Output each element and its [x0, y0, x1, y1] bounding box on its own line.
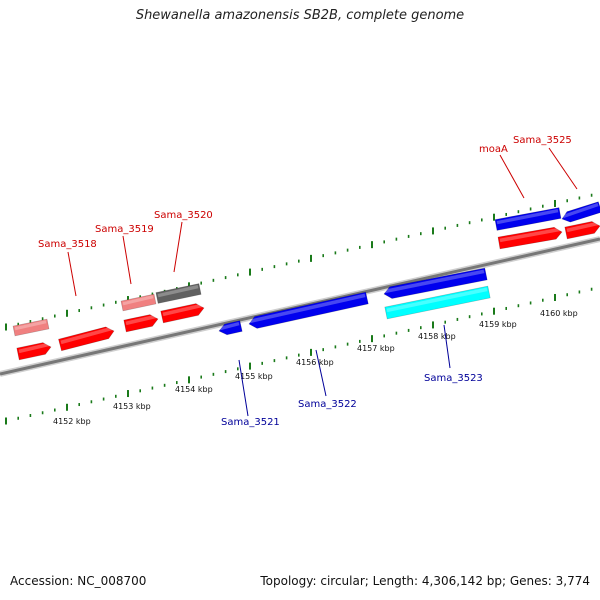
rev-gene-highlight [562, 203, 599, 219]
rev-gene-block [218, 320, 243, 336]
fwd-other-highlight [157, 285, 199, 298]
lower-tick-track [5, 287, 593, 425]
rev-gene-block [494, 207, 562, 231]
gene-label-sama-3525: Sama_3525 [513, 135, 572, 146]
backbone [0, 236, 600, 377]
fwd-gene-highlight [18, 342, 50, 354]
rev-gene-highlight [219, 322, 240, 331]
rev-gene-block [248, 291, 369, 329]
rev-gene-highlight [496, 209, 559, 225]
gene-labels: Sama_3518 Sama_3519 Sama_3520 moaA Sama_… [38, 135, 572, 428]
kbp-label: 4156 kbp [296, 358, 334, 367]
accession-text: Accession: NC_008700 [10, 574, 147, 588]
fwd-other-block [155, 283, 202, 304]
fwd-pseudo-highlight [122, 295, 154, 306]
rev-other-block [384, 285, 491, 320]
gene-label-sama-3518: Sama_3518 [38, 239, 97, 250]
genome-summary-text: Topology: circular; Length: 4,306,142 bp… [260, 574, 590, 588]
gene-label-sama-3523: Sama_3523 [424, 373, 483, 384]
kbp-label: 4153 kbp [113, 402, 151, 411]
kbp-labels: 4152 kbp 4153 kbp 4154 kbp 4155 kbp 4156… [53, 309, 578, 426]
gene-label-moaa: moaA [479, 144, 508, 155]
fwd-gene-block [16, 342, 52, 361]
fwd-gene-block [160, 303, 205, 324]
diagram-title: Shewanella amazonensis SB2B, complete ge… [135, 8, 465, 23]
fwd-gene-block [123, 314, 159, 333]
fwd-gene-block [497, 226, 563, 250]
fwd-gene-highlight [60, 326, 113, 345]
kbp-label: 4154 kbp [175, 385, 213, 394]
gene-label-sama-3522: Sama_3522 [298, 399, 357, 410]
fwd-gene-block [564, 221, 600, 240]
fwd-pseudo-highlight [14, 320, 47, 331]
kbp-label: 4159 kbp [479, 320, 517, 329]
kbp-label: 4155 kbp [235, 372, 273, 381]
rev-gene-block [383, 267, 488, 299]
gene-label-lines [67, 147, 578, 417]
kbp-label: 4157 kbp [357, 344, 395, 353]
fwd-gene-highlight [125, 314, 157, 326]
rev-other-highlight [386, 287, 488, 313]
fwd-gene-highlight [499, 227, 561, 243]
kbp-label: 4158 kbp [418, 332, 456, 341]
fwd-gene-highlight [162, 303, 203, 317]
gene-label-sama-3519: Sama_3519 [95, 224, 154, 235]
fwd-pseudo-block [12, 318, 50, 337]
kbp-label: 4152 kbp [53, 417, 91, 426]
rev-gene-block [561, 201, 600, 223]
rev-gene-highlight [384, 269, 485, 294]
fwd-gene-block [58, 326, 115, 352]
gene-features [12, 201, 600, 361]
fwd-pseudo-block [120, 293, 157, 312]
fwd-gene-highlight [566, 221, 599, 233]
rev-gene-highlight [249, 293, 366, 324]
gene-label-sama-3520: Sama_3520 [154, 210, 213, 221]
gene-label-sama-3521: Sama_3521 [221, 417, 280, 428]
kbp-label: 4160 kbp [540, 309, 578, 318]
